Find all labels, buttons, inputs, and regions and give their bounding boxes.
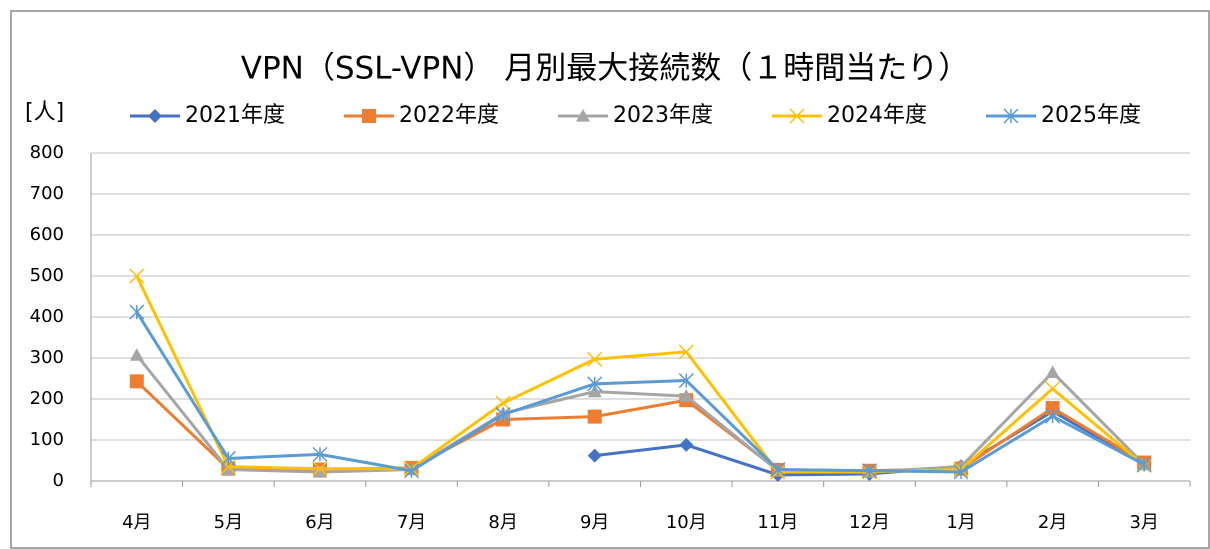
y-tick-label: 200 <box>30 388 64 409</box>
legend-label: 2023年度 <box>613 103 713 128</box>
y-tick-label: 400 <box>30 306 64 327</box>
marker <box>1045 381 1061 397</box>
marker <box>576 109 590 122</box>
legend-label: 2025年度 <box>1041 103 1141 128</box>
x-tick-label: 4月 <box>122 512 151 533</box>
marker <box>861 463 877 479</box>
series-line <box>135 311 1145 474</box>
y-axis-label: [人] <box>25 100 64 125</box>
y-tick-label: 100 <box>30 429 64 450</box>
marker <box>148 109 162 123</box>
x-tick-label: 12月 <box>849 512 890 533</box>
series-line <box>135 354 1146 474</box>
marker <box>404 463 420 479</box>
marker <box>953 464 969 480</box>
x-tick-label: 2月 <box>1038 512 1067 533</box>
chart-frame <box>10 10 1210 549</box>
marker <box>220 450 236 466</box>
y-tick-label: 800 <box>30 142 64 163</box>
x-tick-label: 10月 <box>666 512 707 533</box>
legend-label: 2021年度 <box>185 103 285 128</box>
x-tick-label: 1月 <box>946 512 975 533</box>
marker <box>1136 457 1152 473</box>
x-tick-label: 5月 <box>214 512 243 533</box>
marker <box>362 109 376 123</box>
marker <box>495 407 511 423</box>
marker <box>495 395 511 411</box>
marker <box>129 348 144 361</box>
marker <box>220 459 236 475</box>
marker <box>770 461 786 478</box>
marker <box>312 446 328 462</box>
marker <box>587 409 602 424</box>
marker <box>1003 108 1019 124</box>
marker <box>1045 365 1060 378</box>
y-tick-label: 700 <box>30 183 64 204</box>
legend-label: 2022年度 <box>399 103 499 128</box>
marker <box>587 448 602 463</box>
marker <box>678 373 694 389</box>
marker <box>587 351 603 367</box>
chart-title: VPN（SSL-VPN） 月別最大接続数（１時間当たり） <box>241 51 969 87</box>
x-tick-label: 9月 <box>580 512 609 533</box>
y-tick-label: 500 <box>30 265 64 286</box>
marker <box>1045 401 1060 416</box>
y-tick-label: 300 <box>30 347 64 368</box>
series-line <box>135 275 1146 474</box>
marker <box>679 389 694 402</box>
y-tick-label: 0 <box>53 470 64 491</box>
marker <box>679 437 694 452</box>
marker <box>1045 408 1061 424</box>
x-tick-label: 8月 <box>488 512 517 533</box>
marker <box>129 374 144 389</box>
x-tick-label: 6月 <box>305 512 334 533</box>
y-tick-label: 600 <box>30 224 64 245</box>
marker <box>789 108 805 124</box>
x-tick-label: 3月 <box>1129 512 1158 533</box>
marker <box>312 464 327 478</box>
marker <box>587 376 603 392</box>
x-tick-label: 11月 <box>757 512 798 533</box>
marker <box>312 461 328 477</box>
legend-label: 2024年度 <box>827 103 927 128</box>
marker <box>587 384 602 398</box>
marker <box>129 268 145 284</box>
x-tick-label: 7月 <box>397 512 426 533</box>
marker <box>129 304 145 320</box>
marker <box>678 344 694 360</box>
marker <box>221 462 236 476</box>
